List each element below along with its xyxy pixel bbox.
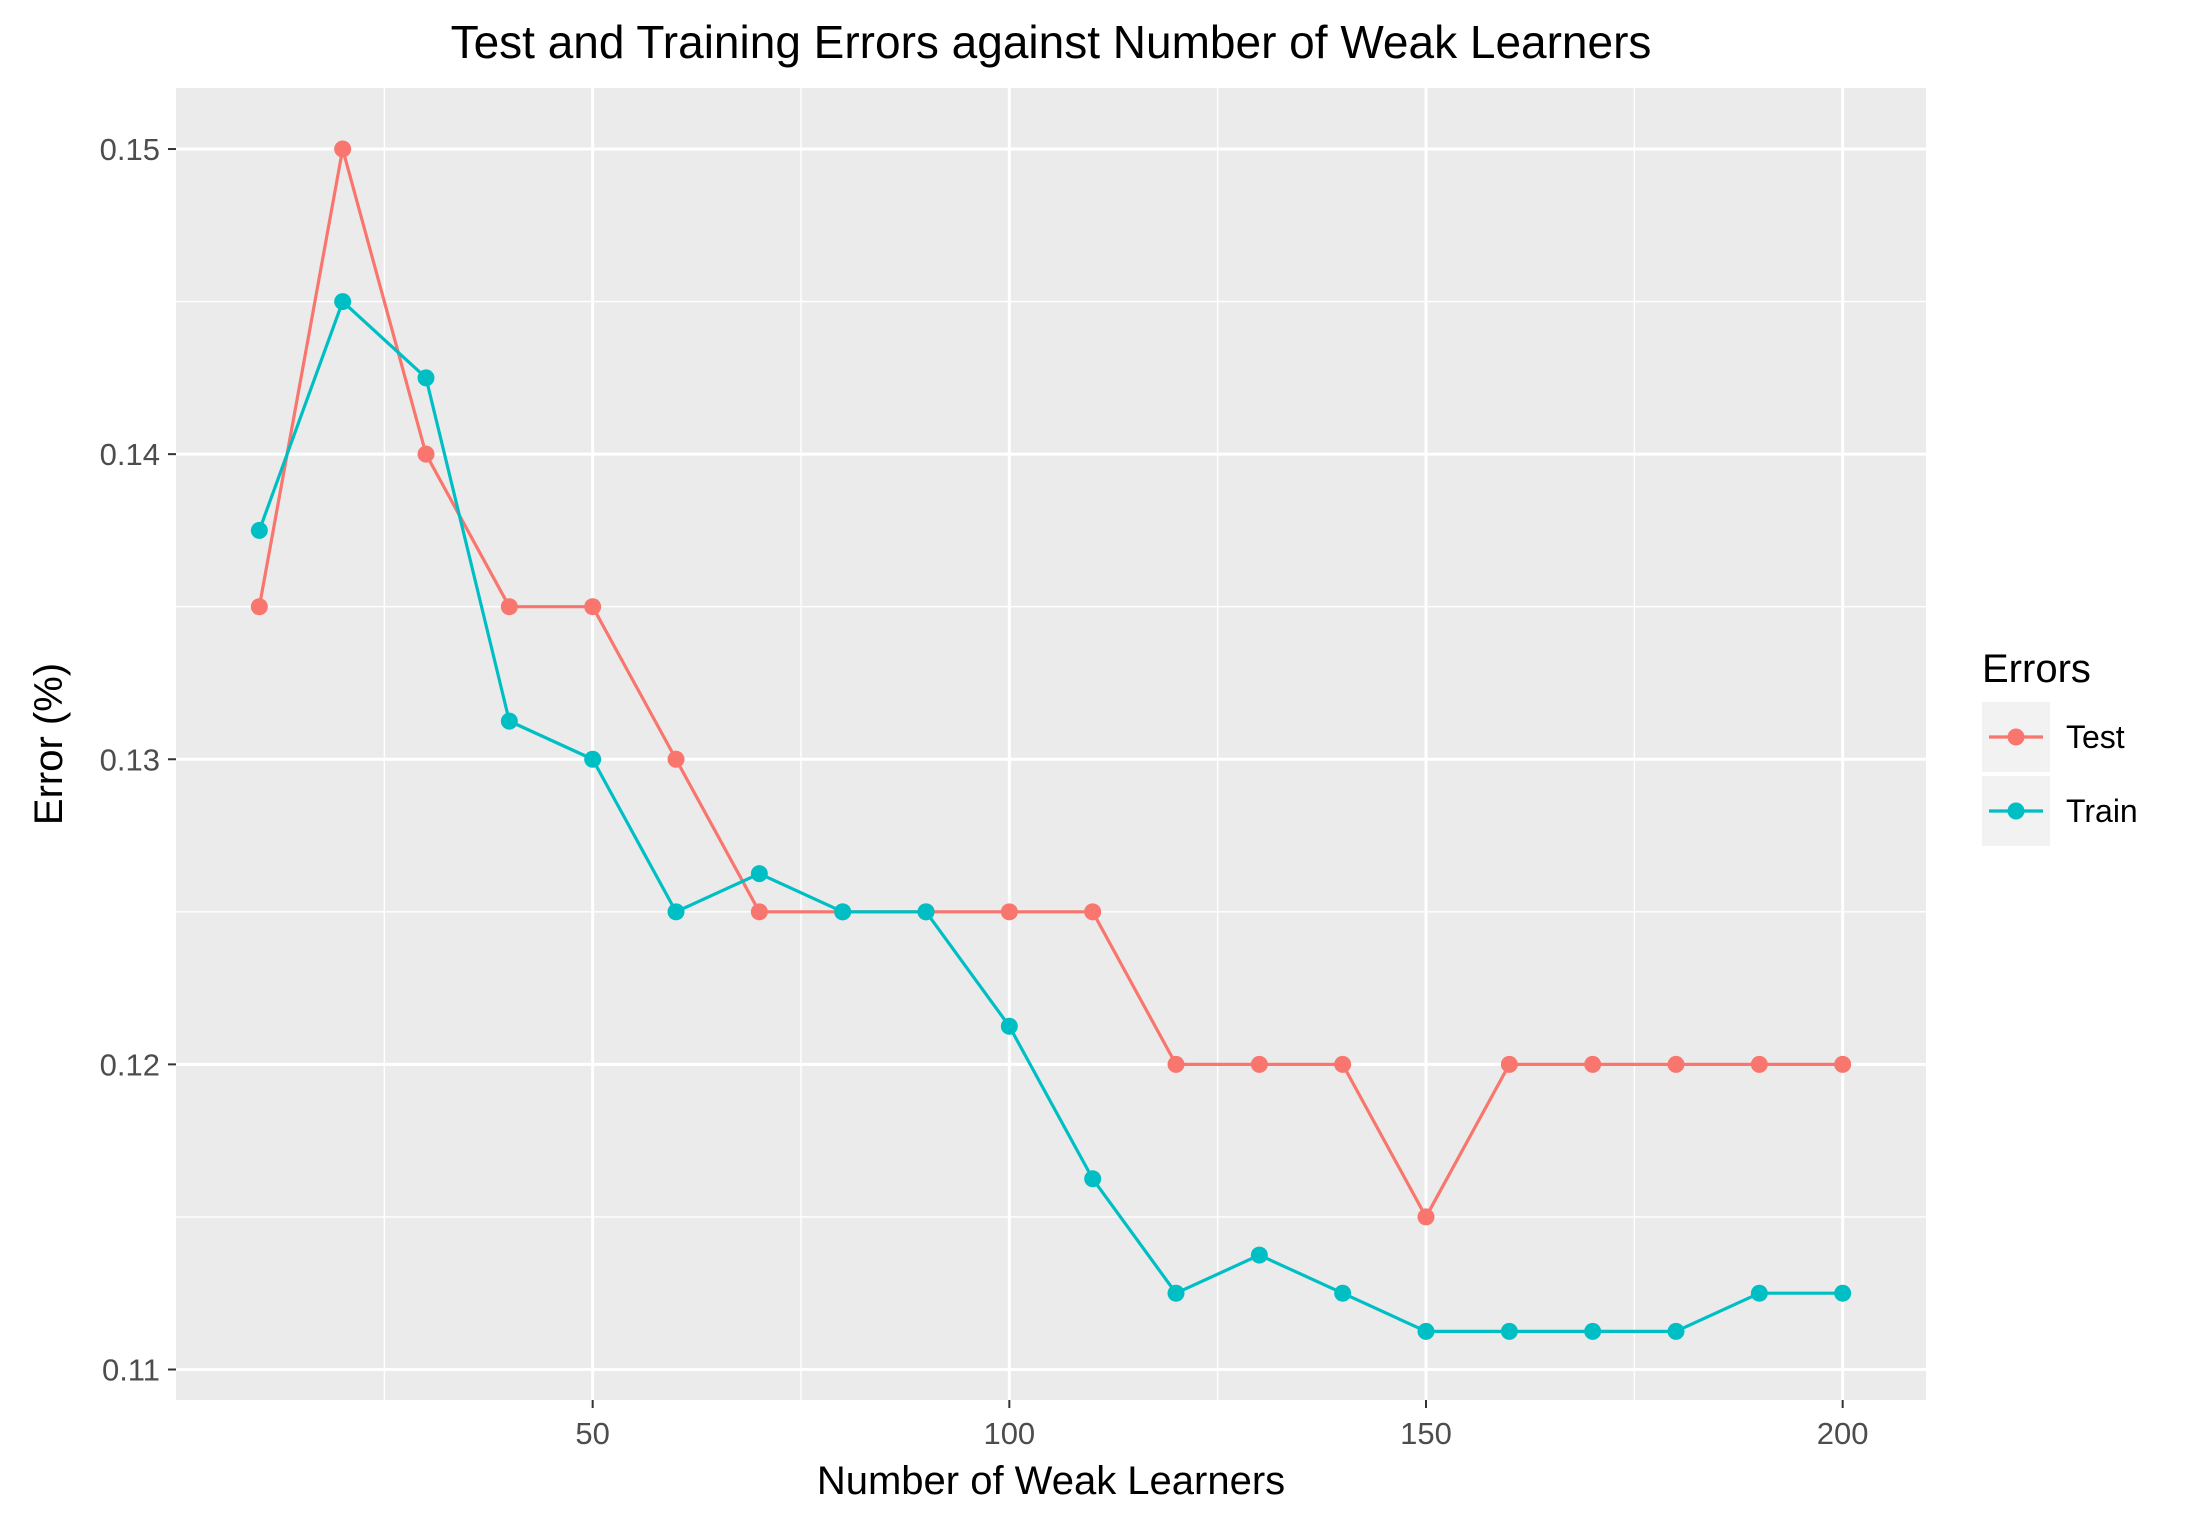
data-point-test — [500, 598, 518, 616]
legend-key-point — [2007, 802, 2025, 820]
data-point-test — [1584, 1055, 1602, 1073]
series-line-train — [257, 299, 1843, 1333]
data-point-train — [667, 903, 685, 921]
data-point-test — [1500, 1055, 1518, 1073]
data-point-train — [334, 293, 352, 311]
legend-label: Train — [2066, 793, 2138, 829]
series-test — [250, 140, 1852, 1226]
legend-item-test: Test — [1982, 702, 2125, 772]
data-point-train — [1750, 1284, 1768, 1302]
series-line-test — [257, 147, 1843, 1219]
x-tick-label: 150 — [1400, 1416, 1452, 1451]
data-point-test — [1250, 1055, 1268, 1073]
y-tick-label: 0.14 — [100, 437, 160, 472]
data-point-train — [1167, 1284, 1185, 1302]
data-point-train — [750, 865, 768, 883]
data-point-test — [1167, 1055, 1185, 1073]
data-point-train — [1584, 1322, 1602, 1340]
data-point-train — [1667, 1322, 1685, 1340]
data-point-train — [1834, 1284, 1852, 1302]
x-tick-label: 50 — [575, 1416, 609, 1451]
data-point-train — [1084, 1170, 1102, 1188]
data-point-train — [1000, 1017, 1018, 1035]
data-point-train — [917, 903, 935, 921]
y-tick-label: 0.15 — [100, 132, 160, 167]
chart-title: Test and Training Errors against Number … — [451, 16, 1652, 68]
data-point-train — [1250, 1246, 1268, 1264]
x-axis: 50 100 150 200 — [575, 1400, 1869, 1451]
data-point-test — [1750, 1055, 1768, 1073]
legend-items: Test Train — [1982, 702, 2138, 846]
series-train — [250, 293, 1852, 1340]
data-point-test — [1000, 903, 1018, 921]
data-point-train — [500, 712, 518, 730]
data-point-test — [667, 750, 685, 768]
data-point-train — [1500, 1322, 1518, 1340]
data-point-test — [1084, 903, 1102, 921]
legend-item-train: Train — [1982, 776, 2138, 846]
x-tick-label: 200 — [1817, 1416, 1869, 1451]
plot-panel — [176, 88, 1926, 1400]
legend: Errors Test Train — [1982, 647, 2138, 846]
legend-key-point — [2007, 728, 2025, 746]
data-point-test — [1334, 1055, 1352, 1073]
data-point-test — [1667, 1055, 1685, 1073]
data-point-train — [834, 903, 852, 921]
data-point-test — [750, 903, 768, 921]
series-layer — [250, 140, 1852, 1340]
legend-label: Test — [2066, 719, 2125, 755]
data-point-train — [1334, 1284, 1352, 1302]
data-point-train — [1417, 1322, 1435, 1340]
data-point-train — [584, 750, 602, 768]
data-point-test — [334, 140, 352, 158]
data-point-train — [417, 369, 435, 387]
data-point-test — [1417, 1208, 1435, 1226]
x-axis-label: Number of Weak Learners — [817, 1459, 1285, 1503]
data-point-test — [1834, 1055, 1852, 1073]
y-tick-label: 0.12 — [100, 1047, 160, 1082]
x-tick-label: 100 — [983, 1416, 1035, 1451]
data-point-test — [584, 598, 602, 616]
y-axis-label: Error (%) — [27, 663, 71, 825]
y-tick-label: 0.13 — [100, 742, 160, 777]
data-point-test — [250, 598, 268, 616]
data-point-train — [250, 521, 268, 539]
y-axis: 0.11 0.12 0.13 0.14 0.15 — [100, 132, 176, 1387]
data-point-test — [417, 445, 435, 463]
legend-title: Errors — [1982, 647, 2091, 691]
y-tick-label: 0.11 — [102, 1352, 160, 1387]
